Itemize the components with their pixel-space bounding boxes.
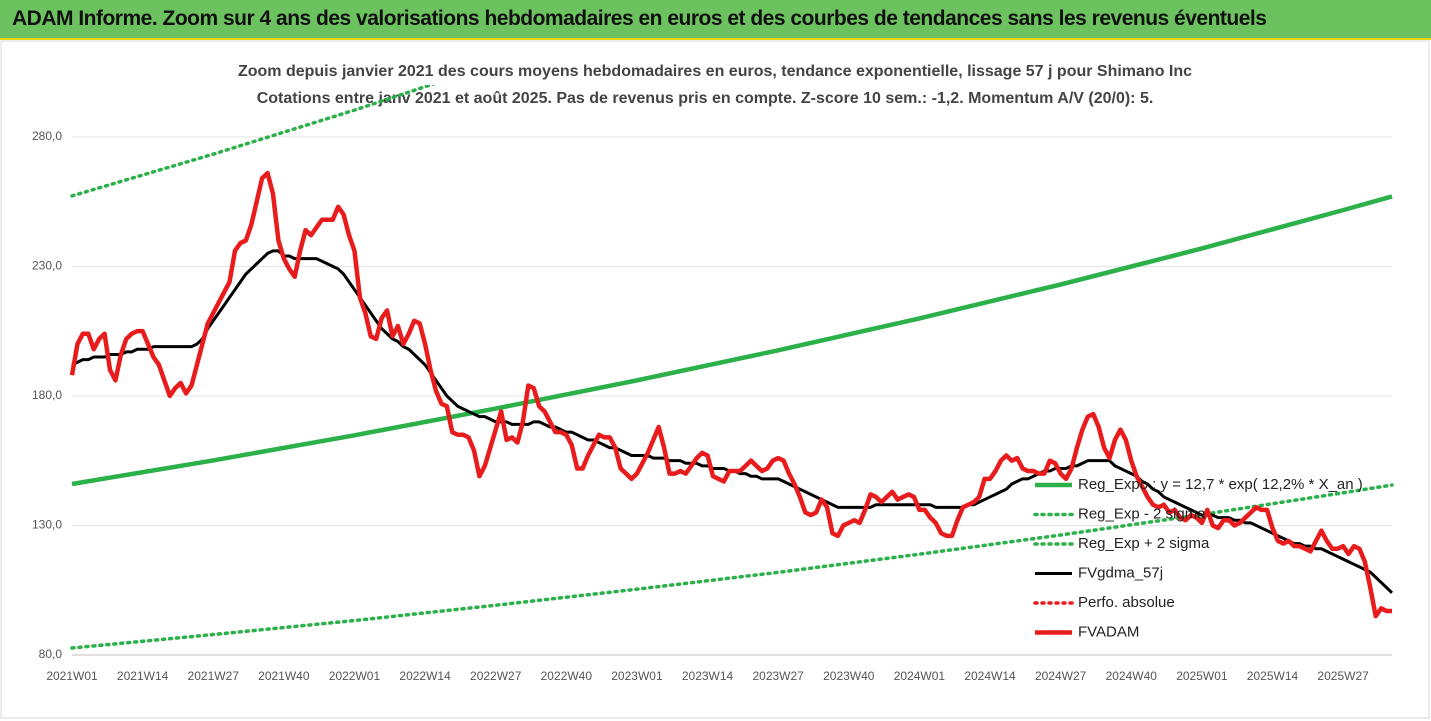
series-line: [70, 85, 436, 198]
x-tick-label: 2021W27: [188, 669, 240, 683]
y-tick-label: 280,0: [32, 129, 62, 143]
y-tick-label: 130,0: [32, 518, 62, 532]
chart-title: Zoom depuis janvier 2021 des cours moyen…: [238, 63, 1192, 80]
x-tick-label: 2021W01: [46, 669, 98, 683]
x-tick-label: 2023W14: [682, 669, 734, 683]
x-tick-label: 2025W27: [1317, 669, 1369, 683]
x-tick-label: 2025W01: [1176, 669, 1228, 683]
x-tick-label: 2024W40: [1106, 669, 1158, 683]
x-tick-label: 2023W27: [752, 669, 804, 683]
series-line: [70, 483, 1394, 650]
x-tick-label: 2024W27: [1035, 669, 1087, 683]
x-tick-label: 2024W01: [894, 669, 946, 683]
legend-label: FVgdma_57j: [1078, 564, 1163, 581]
legend-label: FVADAM: [1078, 623, 1139, 640]
legend-label: Reg_Expo : y = 12,7 * exp( 12,2% * X_an …: [1078, 476, 1363, 493]
series-line: [71, 194, 1393, 487]
y-tick-label: 230,0: [32, 259, 62, 273]
x-tick-label: 2022W01: [329, 669, 381, 683]
y-tick-label: 180,0: [32, 388, 62, 402]
legend-label: Perfo. absolue: [1078, 594, 1175, 611]
series-line: [69, 170, 1392, 619]
x-tick-label: 2022W14: [399, 669, 451, 683]
x-tick-label: 2023W01: [611, 669, 663, 683]
x-tick-label: 2022W40: [541, 669, 593, 683]
chart-subtitle: Cotations entre janv 2021 et août 2025. …: [257, 90, 1154, 107]
y-tick-label: 80,0: [39, 647, 63, 661]
legend-label: Reg_Exp + 2 sigma: [1078, 535, 1210, 552]
x-tick-label: 2024W14: [964, 669, 1016, 683]
x-tick-label: 2021W14: [117, 669, 169, 683]
x-tick-label: 2021W40: [258, 669, 310, 683]
x-tick-label: 2022W27: [470, 669, 522, 683]
title-bar: ADAM Informe. Zoom sur 4 ans des valoris…: [0, 0, 1431, 40]
chart-frame: [0, 40, 1430, 719]
page-title: ADAM Informe. Zoom sur 4 ans des valoris…: [12, 7, 1267, 30]
legend-label: Reg_Exp - 2 sigma: [1078, 505, 1206, 522]
x-tick-label: 2025W14: [1247, 669, 1299, 683]
x-tick-label: 2023W40: [823, 669, 875, 683]
chart: Zoom depuis janvier 2021 des cours moyen…: [0, 40, 1430, 719]
